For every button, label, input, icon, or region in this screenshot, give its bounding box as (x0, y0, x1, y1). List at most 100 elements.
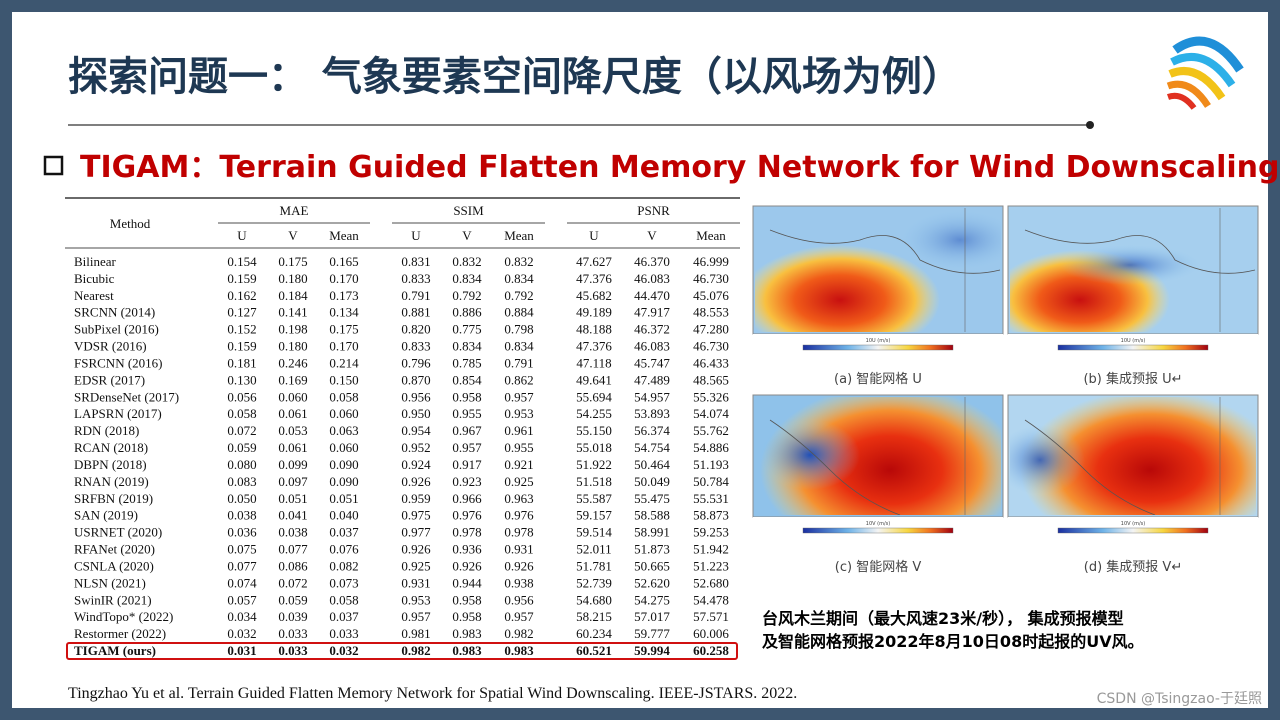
value-cell: 0.833 (401, 271, 430, 286)
value-cell: 55.587 (576, 491, 612, 506)
value-cell: 0.090 (329, 457, 358, 472)
value-cell: 0.796 (401, 355, 431, 370)
map-d (1007, 394, 1259, 518)
value-cell: 0.170 (329, 339, 358, 354)
value-cell: 0.834 (452, 271, 482, 286)
value-cell: 57.017 (634, 609, 670, 624)
value-cell: 54.957 (634, 389, 670, 404)
value-cell: 0.925 (401, 558, 430, 573)
value-cell: 0.165 (329, 254, 358, 269)
value-cell: 46.370 (634, 254, 670, 269)
value-cell: 55.018 (576, 440, 612, 455)
value-cell: 0.957 (452, 440, 482, 455)
value-cell: 0.956 (504, 592, 534, 607)
value-cell: 0.173 (329, 288, 358, 303)
sub-header: U (237, 228, 247, 243)
value-cell: 0.957 (504, 609, 534, 624)
value-cell: 0.862 (504, 372, 533, 387)
value-cell: 0.957 (504, 389, 534, 404)
value-cell: 56.374 (634, 423, 670, 438)
value-cell: 0.976 (452, 508, 482, 523)
title: 探索问题一： 气象要素空间降尺度（以风场为例） (68, 54, 962, 100)
value-cell: 0.060 (329, 440, 358, 455)
value-cell: 51.781 (576, 558, 612, 573)
method-cell: SRFBN (2019) (74, 491, 153, 506)
value-cell: 0.053 (278, 423, 307, 438)
figure-caption: (d) 集成预报 V↵ (1084, 559, 1182, 575)
value-cell: 0.073 (329, 575, 358, 590)
method-cell: Bicubic (74, 271, 115, 286)
sub-header: V (462, 228, 472, 243)
value-cell: 51.223 (693, 558, 729, 573)
value-cell: 0.059 (278, 592, 307, 607)
value-cell: 0.061 (278, 406, 307, 421)
value-cell: 47.917 (634, 305, 670, 320)
value-cell: 54.478 (693, 592, 729, 607)
value-cell: 0.056 (227, 389, 257, 404)
value-cell: 0.080 (227, 457, 256, 472)
colorbar (802, 527, 954, 534)
value-cell: 54.754 (634, 440, 670, 455)
value-cell: 59.994 (634, 643, 670, 658)
value-cell: 0.184 (278, 288, 308, 303)
method-cell: USRNET (2020) (74, 525, 162, 540)
value-cell: 0.832 (452, 254, 481, 269)
value-cell: 46.730 (693, 271, 729, 286)
value-cell: 0.031 (227, 643, 256, 658)
value-cell: 60.521 (576, 643, 612, 658)
method-cell: Restormer (2022) (74, 626, 166, 641)
value-cell: 46.083 (634, 271, 670, 286)
value-cell: 47.627 (576, 254, 612, 269)
value-cell: 0.924 (401, 457, 431, 472)
value-cell: 0.798 (504, 322, 533, 337)
bullet (43, 155, 64, 176)
value-cell: 0.077 (227, 558, 257, 573)
value-cell: 0.931 (504, 542, 533, 557)
value-cell: 54.886 (693, 440, 729, 455)
value-cell: 0.950 (401, 406, 430, 421)
value-cell: 0.141 (278, 305, 307, 320)
value-cell: 51.922 (576, 457, 612, 472)
value-cell: 0.978 (504, 525, 533, 540)
value-cell: 0.926 (452, 558, 482, 573)
value-cell: 0.074 (227, 575, 257, 590)
value-cell: 53.893 (634, 406, 670, 421)
value-cell: 0.978 (452, 525, 481, 540)
value-cell: 0.033 (278, 643, 308, 658)
method-cell: RDN (2018) (74, 423, 139, 438)
value-cell: 0.181 (227, 355, 256, 370)
value-cell: 0.834 (504, 339, 534, 354)
value-cell: 59.514 (576, 525, 612, 540)
value-cell: 0.097 (278, 474, 308, 489)
colorbar-label: 10V (m/s) (1121, 521, 1145, 527)
value-cell: 0.870 (401, 372, 430, 387)
value-cell: 48.188 (576, 322, 612, 337)
value-cell: 0.075 (227, 542, 256, 557)
value-cell: 0.060 (278, 389, 307, 404)
value-cell: 0.159 (227, 339, 256, 354)
colorbar (802, 344, 954, 351)
value-cell: 0.039 (278, 609, 307, 624)
value-cell: 0.150 (329, 372, 358, 387)
value-cell: 0.162 (227, 288, 256, 303)
method-cell: EDSR (2017) (74, 372, 145, 387)
value-cell: 0.983 (452, 643, 482, 658)
value-cell: 0.099 (278, 457, 307, 472)
group-header: MAE (280, 203, 309, 218)
method-cell: RFANet (2020) (74, 542, 155, 557)
value-cell: 50.784 (693, 474, 729, 489)
value-cell: 0.057 (227, 592, 257, 607)
value-cell: 45.747 (634, 355, 670, 370)
value-cell: 0.956 (401, 389, 431, 404)
value-cell: 0.792 (452, 288, 481, 303)
value-cell: 0.944 (452, 575, 482, 590)
method-cell: CSNLA (2020) (74, 558, 154, 573)
sub-header: U (411, 228, 421, 243)
value-cell: 57.571 (693, 609, 729, 624)
value-cell: 0.884 (504, 305, 534, 320)
value-cell: 0.083 (227, 474, 256, 489)
method-cell: FSRCNN (2016) (74, 355, 163, 370)
value-cell: 0.134 (329, 305, 359, 320)
value-cell: 0.926 (401, 474, 431, 489)
